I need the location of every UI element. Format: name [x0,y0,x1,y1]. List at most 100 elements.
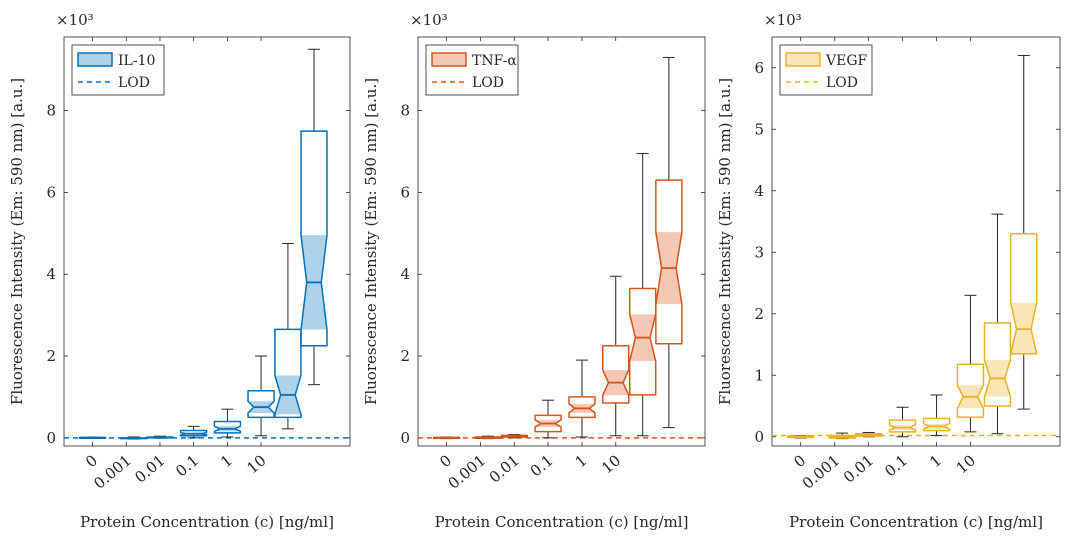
legend: TNF-α LOD [425,44,519,96]
y-axis-label: Fluorescence Intensity (Em: 590 nm) [a.u… [716,78,734,405]
legend-label: LOD [472,75,504,91]
box-3 [500,434,529,439]
legend: IL-10 LOD [71,44,165,96]
legend: VEGF LOD [779,44,873,96]
x-tick-label: 10 [598,451,624,477]
axes-box [771,36,1061,447]
box-1 [78,436,107,439]
x-tick-label: 1 [572,451,591,471]
legend-label: LOD [826,75,858,91]
box-outline [922,417,951,432]
axes-box [417,36,706,447]
y-tick-label: 8 [46,102,56,120]
y-tick-label: 2 [754,305,764,323]
box-8 [300,48,328,386]
legend-swatch [77,52,113,67]
x-tick-label: 0.01 [486,451,523,486]
box-outline [534,414,562,433]
box-8 [1009,54,1038,410]
y-tick-label: 6 [754,59,764,77]
box-outline [601,345,630,404]
y-multiplier: ×10³ [56,11,94,29]
box-5 [213,408,242,438]
box-1 [432,436,461,440]
box-outline [500,434,529,438]
x-tick-label: 1 [217,451,236,471]
y-tick-label: 0 [754,428,764,446]
box-2 [474,435,502,440]
y-tick-label: 1 [754,366,764,384]
x-tick-label: 0.1 [881,451,911,480]
box-4 [179,425,208,439]
x-tick-label: 1 [926,451,945,471]
legend-label: IL-10 [118,53,155,69]
box-outline [432,436,461,439]
legend-swatch [431,52,467,67]
y-tick-label: 5 [754,120,764,138]
box-4 [888,406,917,438]
y-axis-label: Fluorescence Intensity (Em: 590 nm) [a.u… [362,78,380,405]
box-6 [956,294,985,433]
box-6 [247,355,275,437]
x-tick-label: 0 [790,451,809,471]
box-7 [274,243,302,430]
box-outline [179,429,208,437]
x-tick-label: 0.1 [172,451,202,480]
box-7 [628,153,657,437]
x-tick-label: 0 [436,451,455,471]
y-tick-label: 8 [400,102,410,120]
box-2 [119,436,148,440]
legend-label: LOD [118,75,150,91]
x-tick-label: 0.1 [527,451,557,480]
x-tick-label: 10 [953,451,979,477]
y-tick-label: 2 [400,347,410,365]
y-tick-label: 0 [46,429,56,447]
box-outline [247,390,275,419]
x-axis-label: Protein Concentration (c) [ng/ml] [435,513,689,531]
legend-label: TNF-α [472,53,517,69]
box-4 [534,399,562,439]
y-multiplier: ×10³ [410,11,448,29]
legend-swatch [785,52,821,67]
box-outline [274,328,302,419]
y-tick-label: 6 [400,183,410,201]
x-axis-label: Protein Concentration (c) [ng/ml] [789,513,1043,531]
box-1 [786,435,815,439]
box-outline [146,436,174,439]
box-outline [568,396,596,419]
y-tick-label: 2 [46,347,56,365]
box-6 [601,275,630,437]
y-tick-label: 6 [46,183,56,201]
x-axis-label: Protein Concentration (c) [ng/ml] [80,513,334,531]
legend-label: VEGF [825,53,868,69]
box-outline [983,322,1012,407]
x-tick-label: 0 [82,451,101,471]
box-outline [300,130,328,347]
box-outline [888,419,917,433]
box-2 [828,432,856,440]
x-tick-label: 0.01 [131,451,168,486]
box-5 [922,394,951,437]
axes-box [63,36,351,447]
x-tick-label: 0.001 [445,451,489,492]
box-outline [655,179,683,345]
y-tick-label: 4 [46,265,56,283]
box-5 [568,359,596,438]
box-7 [983,213,1012,435]
y-tick-label: 0 [400,429,410,447]
box-outline [78,436,107,439]
x-tick-label: 0.001 [799,451,843,492]
y-axis-label: Fluorescence Intensity (Em: 590 nm) [a.u… [8,78,26,405]
box-8 [655,56,683,429]
box-outline [854,432,883,437]
y-tick-label: 4 [754,182,764,200]
x-tick-label: 0.001 [90,451,134,492]
box-3 [854,431,883,438]
x-tick-label: 0.01 [840,451,877,486]
box-3 [146,435,174,439]
y-multiplier: ×10³ [764,11,802,29]
box-outline [1009,233,1038,355]
